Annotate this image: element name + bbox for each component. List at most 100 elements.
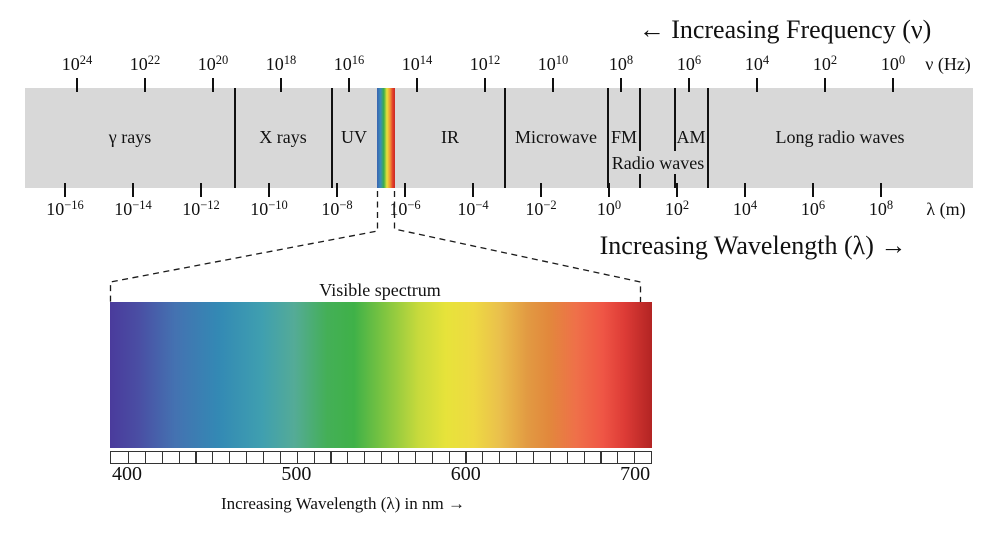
region-label: UV	[341, 127, 367, 147]
ruler-tick	[634, 452, 636, 463]
ruler-tick	[414, 452, 416, 463]
frequency-tick-mark	[756, 78, 758, 92]
wavelength-tick-mark	[472, 183, 474, 197]
wavelength-tick-label: 10−12	[182, 198, 220, 219]
increasing-wavelength-title: Increasing Wavelength (λ) →	[599, 231, 907, 260]
frequency-tick-label: 104	[744, 53, 770, 74]
band-divider	[607, 88, 609, 188]
ruler-tick	[296, 452, 298, 463]
ruler-tick	[330, 452, 332, 463]
frequency-tick-label: 1012	[469, 53, 501, 74]
wavelength-tick-mark	[540, 183, 542, 197]
wavelength-tick-mark	[268, 183, 270, 197]
wavelength-tick-label: 102	[664, 198, 690, 219]
wavelength-tick-label: 10−8	[321, 198, 353, 219]
ruler-tick	[262, 452, 265, 463]
wavelength-tick-mark	[608, 183, 610, 197]
ruler-tick	[195, 452, 197, 463]
wavelength-tick-label: 10−10	[250, 198, 288, 219]
frequency-tick-mark	[620, 78, 622, 92]
ruler-tick	[566, 452, 568, 463]
band-divider	[707, 88, 709, 188]
frequency-tick-mark	[76, 78, 78, 92]
ruler-tick	[465, 452, 467, 463]
ruler-tick	[499, 452, 501, 463]
ruler-tick	[279, 452, 281, 463]
frequency-tick-mark	[688, 78, 690, 92]
ruler-number: 600	[450, 463, 481, 485]
frequency-tick-mark	[144, 78, 146, 92]
frequency-tick-mark	[212, 78, 214, 92]
frequency-tick-label: 1022	[129, 53, 161, 74]
wavelength-tick-label: 108	[868, 198, 894, 219]
ruler-tick	[144, 452, 146, 463]
ruler-tick	[161, 452, 163, 463]
ruler-tick	[549, 452, 551, 463]
wavelength-ruler	[110, 451, 652, 464]
ruler-tick	[431, 452, 433, 463]
increasing-frequency-title: ← Increasing Frequency (ν)	[638, 15, 932, 44]
ruler-tick	[397, 452, 400, 463]
frequency-unit-label: ν (Hz)	[925, 54, 971, 74]
ruler-tick	[229, 452, 231, 463]
frequency-tick-label: 1014	[401, 53, 433, 74]
region-label: γ rays	[108, 127, 152, 147]
band-divider	[639, 174, 641, 188]
visible-axis-caption: Increasing Wavelength (λ) in nm →	[220, 494, 466, 513]
frequency-tick-mark	[552, 78, 554, 92]
wavelength-tick-label: 10−4	[457, 198, 489, 219]
wavelength-tick-label: 10−2	[525, 198, 557, 219]
band-divider	[504, 88, 506, 188]
frequency-tick-label: 102	[812, 53, 838, 74]
wavelength-tick-label: 10−16	[46, 198, 84, 219]
wavelength-tick-mark	[812, 183, 814, 197]
ruler-tick	[347, 452, 349, 463]
frequency-tick-label: 1010	[537, 53, 569, 74]
ruler-tick	[617, 452, 619, 463]
ruler-tick	[313, 452, 315, 463]
visible-spectrum-label: Visible spectrum	[319, 280, 441, 300]
region-label: Radio waves	[611, 153, 705, 173]
ruler-tick	[212, 452, 214, 463]
wavelength-tick-mark	[404, 183, 406, 197]
frequency-tick-mark	[484, 78, 486, 92]
wavelength-tick-mark	[336, 183, 338, 197]
ruler-tick	[246, 452, 248, 463]
frequency-tick-label: 1018	[265, 53, 297, 74]
band-divider	[674, 174, 676, 188]
region-label: FM	[610, 127, 638, 147]
band-divider	[674, 88, 676, 151]
visible-light-strip-marker	[377, 88, 395, 188]
frequency-tick-mark	[280, 78, 282, 92]
ruler-tick	[516, 452, 518, 463]
wavelength-tick-mark	[200, 183, 202, 197]
band-divider	[234, 88, 236, 188]
ruler-tick	[482, 452, 484, 463]
frequency-tick-mark	[892, 78, 894, 92]
frequency-tick-label: 108	[608, 53, 634, 74]
region-label: IR	[441, 127, 459, 147]
wavelength-tick-label: 106	[800, 198, 826, 219]
wavelength-tick-mark	[744, 183, 746, 197]
region-label: Long radio waves	[775, 127, 905, 147]
ruler-number: 700	[620, 463, 651, 485]
wavelength-tick-mark	[64, 183, 66, 197]
frequency-tick-mark	[416, 78, 418, 92]
ruler-tick	[583, 452, 585, 463]
region-label: AM	[676, 127, 706, 147]
ruler-tick	[127, 452, 130, 463]
frequency-tick-label: 100	[880, 53, 906, 74]
ruler-tick	[381, 452, 383, 463]
ruler-tick	[178, 452, 180, 463]
wavelength-tick-label: 10−6	[389, 198, 421, 219]
wavelength-tick-mark	[132, 183, 134, 197]
ruler-tick	[364, 452, 366, 463]
frequency-tick-label: 106	[676, 53, 702, 74]
band-divider	[331, 88, 333, 188]
wavelength-tick-label: 100	[596, 198, 622, 219]
ruler-number: 500	[281, 463, 312, 485]
wavelength-tick-label: 104	[732, 198, 758, 219]
wavelength-unit-label: λ (m)	[926, 199, 966, 219]
ruler-tick	[448, 452, 450, 463]
